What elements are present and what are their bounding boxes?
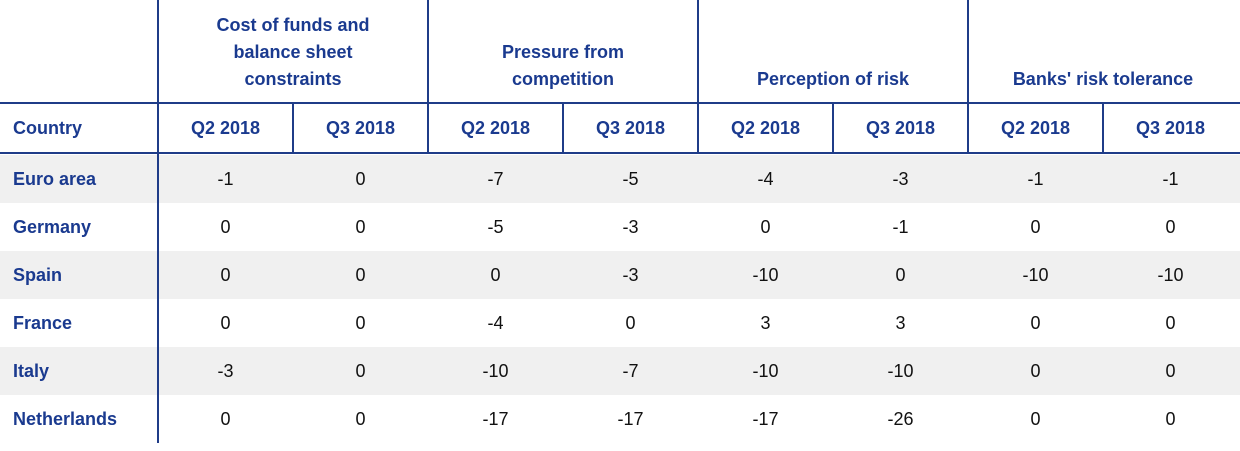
value: 0: [625, 312, 636, 333]
column-header: Q2 2018: [1000, 117, 1071, 138]
column-rule: [562, 103, 564, 153]
value: -3: [217, 360, 234, 381]
value: -10: [752, 264, 779, 285]
row-band: [0, 347, 1240, 395]
value: 0: [760, 216, 771, 237]
column-rule: [157, 0, 159, 443]
column-rule: [832, 103, 834, 153]
value: -10: [1022, 264, 1049, 285]
value: 0: [1165, 360, 1176, 381]
column-rule: [697, 0, 699, 153]
value: -26: [887, 408, 914, 429]
group-header: Banks' risk tolerance: [968, 0, 1238, 103]
column-header: Q3 2018: [325, 117, 396, 138]
value: 0: [895, 264, 906, 285]
value: -3: [622, 264, 639, 285]
column-rule: [1102, 103, 1104, 153]
country: Italy: [13, 360, 50, 381]
column-header: Q3 2018: [865, 117, 936, 138]
value: 0: [1165, 312, 1176, 333]
value: -10: [752, 360, 779, 381]
value: 0: [1030, 360, 1041, 381]
value: -17: [617, 408, 644, 429]
value: 0: [355, 360, 366, 381]
country: Euro area: [13, 168, 97, 189]
group-label: Cost of funds and balance sheet constrai…: [216, 15, 370, 89]
group-header: Pressure from competition: [428, 0, 698, 103]
value: 0: [1165, 216, 1176, 237]
row-band: [0, 251, 1240, 299]
value: -10: [482, 360, 509, 381]
column-header: Q2 2018: [190, 117, 261, 138]
country: Netherlands: [13, 408, 118, 429]
value: 0: [355, 408, 366, 429]
value: -4: [757, 168, 774, 189]
value: 0: [220, 264, 231, 285]
value: -1: [217, 168, 234, 189]
group-header: Cost of funds and balance sheet constrai…: [158, 0, 428, 103]
value: 0: [355, 264, 366, 285]
value: -10: [1157, 264, 1184, 285]
value: 0: [1030, 312, 1041, 333]
column-header: Q3 2018: [1135, 117, 1206, 138]
country-header: Country: [13, 117, 82, 138]
column-rule: [967, 0, 969, 153]
country: France: [13, 312, 73, 333]
value: 0: [490, 264, 501, 285]
value: -1: [1027, 168, 1044, 189]
value: 0: [220, 216, 231, 237]
column-header: Q2 2018: [460, 117, 531, 138]
value: -10: [887, 360, 914, 381]
row-band: [0, 155, 1240, 203]
value: -17: [482, 408, 509, 429]
value: -5: [622, 168, 639, 189]
column-header: Q3 2018: [595, 117, 666, 138]
value: -7: [487, 168, 504, 189]
value: 3: [760, 312, 771, 333]
value: -3: [892, 168, 909, 189]
value: 0: [220, 312, 231, 333]
group-label: Banks' risk tolerance: [1012, 69, 1194, 89]
header-rule: [0, 152, 1240, 154]
value: 0: [355, 168, 366, 189]
value: 0: [1030, 216, 1041, 237]
header-rule: [0, 102, 1240, 104]
country: Spain: [13, 264, 63, 285]
value: -3: [622, 216, 639, 237]
group-label: Perception of risk: [756, 69, 910, 89]
group-header: Perception of risk: [698, 0, 968, 103]
value: 0: [355, 312, 366, 333]
value: 0: [220, 408, 231, 429]
group-label: Pressure from competition: [501, 42, 625, 89]
value: -5: [487, 216, 504, 237]
column-rule: [427, 0, 429, 153]
value: -1: [892, 216, 909, 237]
value: -17: [752, 408, 779, 429]
column-rule: [292, 103, 294, 153]
value: 3: [895, 312, 906, 333]
country: Germany: [13, 216, 92, 237]
value: 0: [1165, 408, 1176, 429]
value: -7: [622, 360, 639, 381]
value: -4: [487, 312, 504, 333]
value: 0: [355, 216, 366, 237]
value: -1: [1162, 168, 1179, 189]
column-header: Q2 2018: [730, 117, 801, 138]
value: 0: [1030, 408, 1041, 429]
